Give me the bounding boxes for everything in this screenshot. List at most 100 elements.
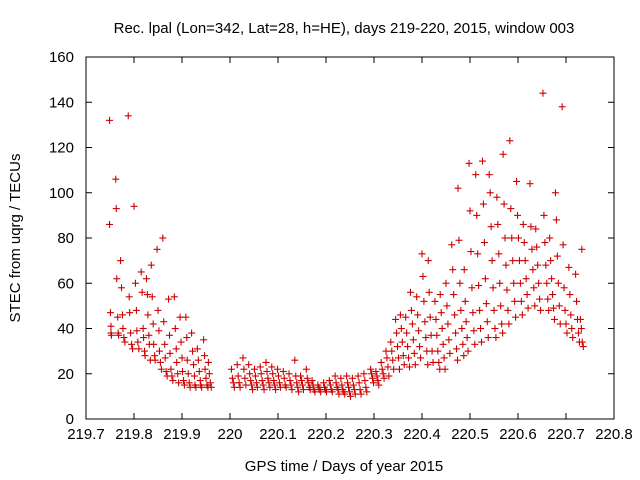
data-point bbox=[498, 320, 506, 328]
data-point bbox=[370, 379, 378, 387]
data-point bbox=[478, 338, 486, 346]
data-point bbox=[418, 250, 426, 258]
data-point bbox=[505, 320, 513, 328]
data-point bbox=[396, 311, 404, 319]
data-point bbox=[106, 220, 114, 228]
data-point bbox=[172, 345, 180, 353]
data-point bbox=[380, 374, 388, 382]
data-point bbox=[171, 325, 179, 332]
data-point bbox=[141, 352, 149, 360]
data-point bbox=[338, 381, 346, 389]
data-point bbox=[392, 315, 400, 323]
data-point bbox=[433, 331, 441, 339]
x-tick-label: 220 bbox=[217, 426, 242, 443]
data-point bbox=[140, 334, 148, 342]
data-point bbox=[540, 211, 548, 219]
data-point bbox=[117, 257, 125, 265]
data-point bbox=[510, 279, 518, 287]
data-point bbox=[293, 379, 301, 387]
data-point bbox=[577, 325, 585, 332]
data-point bbox=[461, 297, 469, 305]
data-point bbox=[275, 379, 283, 387]
data-point bbox=[420, 297, 428, 305]
data-point bbox=[537, 306, 545, 314]
plot-frame bbox=[85, 56, 615, 420]
data-point bbox=[250, 365, 258, 373]
y-tick-label: 160 bbox=[49, 49, 74, 66]
data-point bbox=[346, 388, 354, 396]
data-point bbox=[522, 275, 530, 283]
data-point bbox=[479, 200, 487, 208]
data-point bbox=[439, 340, 447, 348]
data-point bbox=[233, 361, 241, 369]
data-point bbox=[484, 334, 492, 342]
data-point bbox=[251, 372, 259, 380]
data-point bbox=[145, 331, 153, 339]
data-point bbox=[119, 325, 127, 332]
data-point bbox=[497, 302, 505, 310]
data-point bbox=[360, 370, 368, 378]
data-point bbox=[280, 374, 288, 382]
data-point bbox=[507, 205, 515, 213]
data-point bbox=[248, 381, 256, 389]
data-point bbox=[542, 261, 550, 269]
data-point bbox=[578, 338, 586, 346]
data-point bbox=[387, 338, 395, 346]
data-point bbox=[190, 372, 198, 380]
data-point bbox=[475, 282, 483, 290]
y-tick-label: 140 bbox=[49, 94, 74, 111]
data-point bbox=[128, 340, 136, 348]
data-point bbox=[460, 352, 468, 360]
data-point bbox=[551, 189, 559, 197]
data-point bbox=[139, 325, 147, 332]
data-point bbox=[539, 89, 547, 97]
y-tick-label: 40 bbox=[57, 321, 74, 338]
data-point bbox=[180, 381, 188, 389]
data-point bbox=[144, 311, 152, 319]
data-point bbox=[236, 383, 244, 391]
data-point bbox=[113, 275, 121, 283]
data-point bbox=[504, 306, 512, 314]
data-point bbox=[205, 370, 213, 378]
data-point bbox=[394, 354, 402, 362]
data-point bbox=[328, 388, 336, 396]
data-point bbox=[512, 313, 520, 321]
data-point bbox=[118, 284, 126, 292]
data-point bbox=[202, 374, 210, 382]
data-point bbox=[424, 361, 432, 369]
data-point bbox=[246, 370, 254, 378]
data-point bbox=[455, 236, 463, 244]
data-point bbox=[574, 329, 582, 337]
data-point bbox=[422, 334, 430, 342]
data-point bbox=[560, 284, 568, 292]
data-point bbox=[155, 347, 163, 355]
data-point bbox=[143, 291, 151, 299]
data-point bbox=[476, 306, 484, 314]
data-point bbox=[383, 354, 391, 362]
data-point bbox=[302, 365, 310, 373]
x-tick-label: 220.2 bbox=[307, 426, 345, 443]
data-point bbox=[279, 367, 287, 375]
x-tick-label: 220.5 bbox=[451, 426, 489, 443]
data-point bbox=[363, 388, 371, 396]
data-point bbox=[138, 288, 146, 296]
x-tick-label: 219.7 bbox=[67, 426, 105, 443]
data-point bbox=[448, 241, 456, 249]
data-point bbox=[130, 202, 138, 210]
x-tick-label: 219.9 bbox=[163, 426, 201, 443]
data-point bbox=[362, 383, 370, 391]
data-point bbox=[375, 381, 383, 389]
axis-tick-labels: 219.7 219.8 219.9 220 220.1 220.2 220.3 220.4 22… bbox=[49, 49, 633, 443]
data-point bbox=[249, 386, 257, 394]
data-point bbox=[299, 386, 307, 394]
data-point bbox=[467, 248, 475, 256]
data-point bbox=[253, 383, 261, 391]
data-point bbox=[337, 374, 345, 382]
data-point bbox=[344, 379, 352, 387]
data-point bbox=[185, 379, 193, 387]
data-point bbox=[416, 343, 424, 351]
data-point bbox=[535, 279, 543, 287]
data-point bbox=[304, 379, 312, 387]
data-point bbox=[240, 365, 248, 373]
data-point bbox=[288, 386, 296, 394]
